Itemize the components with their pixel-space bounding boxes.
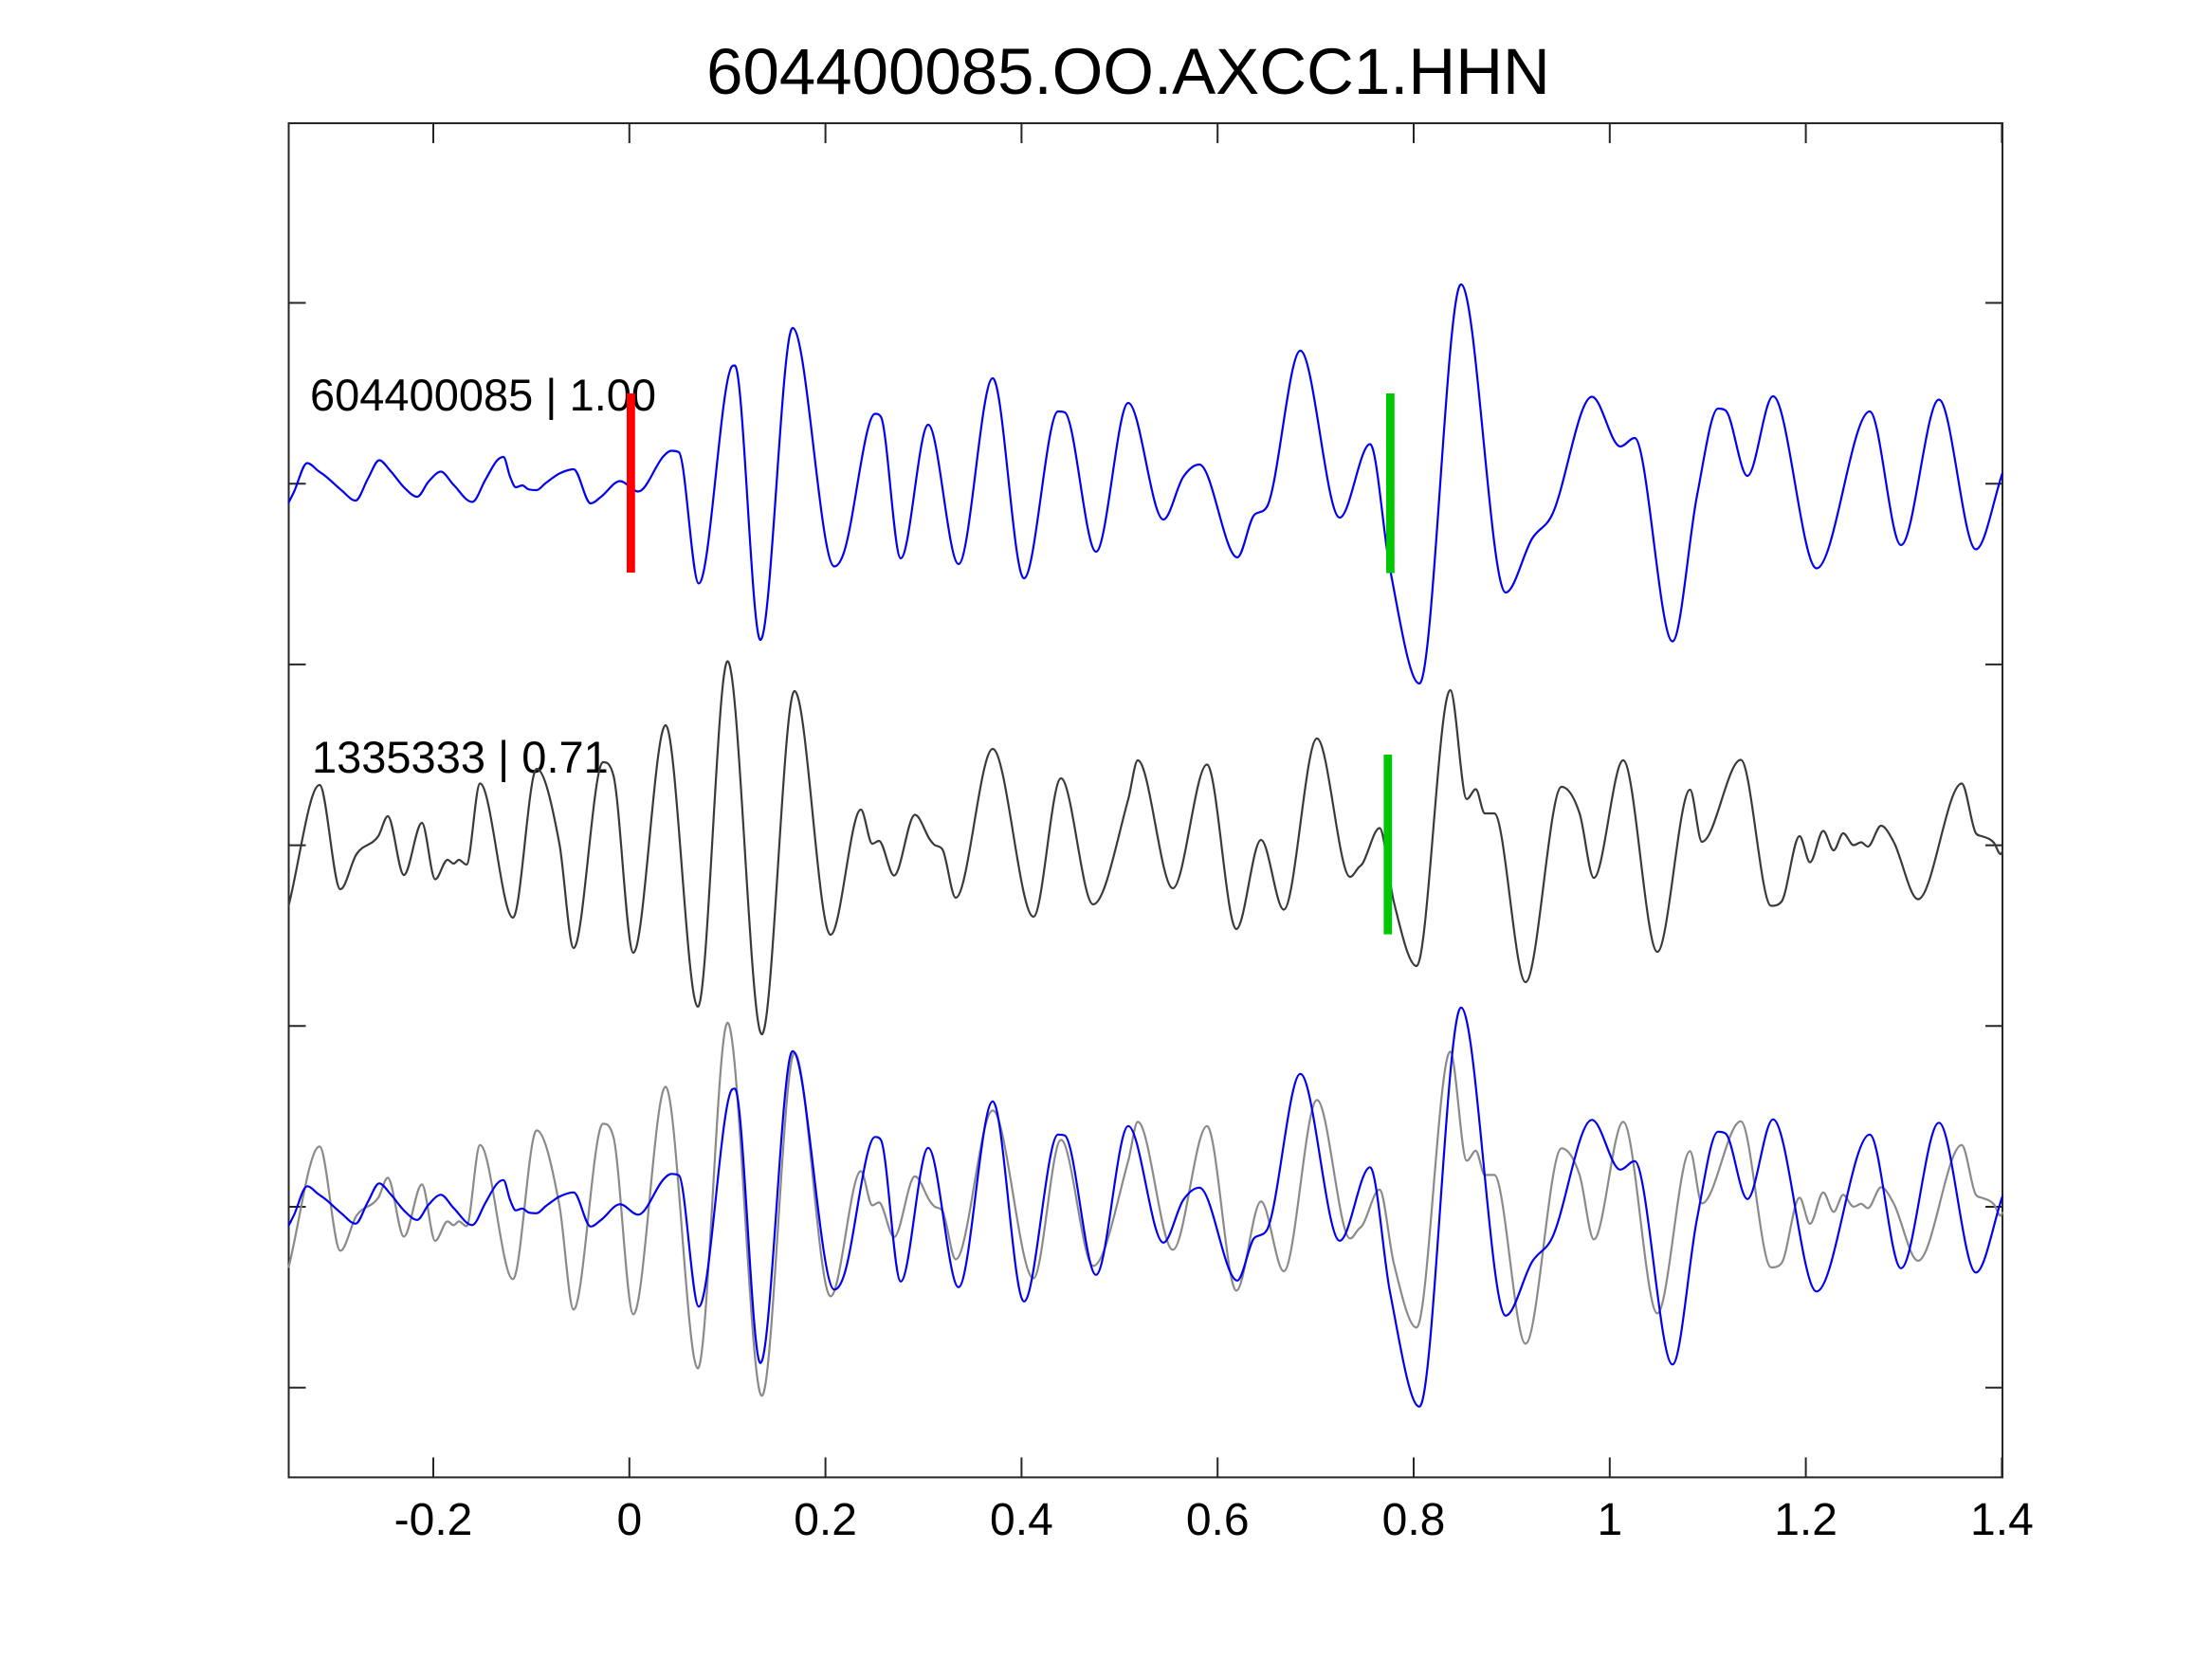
svg-text:1.4: 1.4: [1970, 1495, 2034, 1545]
svg-text:1: 1: [1597, 1495, 1622, 1545]
svg-text:0: 0: [616, 1495, 642, 1545]
svg-text:1.2: 1.2: [1774, 1495, 1837, 1545]
svg-text:0.6: 0.6: [1186, 1495, 1250, 1545]
svg-text:0.8: 0.8: [1382, 1495, 1446, 1545]
svg-text:604400085 | 1.00: 604400085 | 1.00: [310, 370, 656, 420]
svg-text:-0.2: -0.2: [394, 1495, 473, 1545]
svg-text:0.4: 0.4: [990, 1495, 1053, 1545]
svg-text:0.2: 0.2: [794, 1495, 857, 1545]
svg-text:604400085.OO.AXCC1.HHN: 604400085.OO.AXCC1.HHN: [706, 35, 1550, 108]
svg-text:1335333 | 0.71: 1335333 | 0.71: [312, 732, 609, 782]
